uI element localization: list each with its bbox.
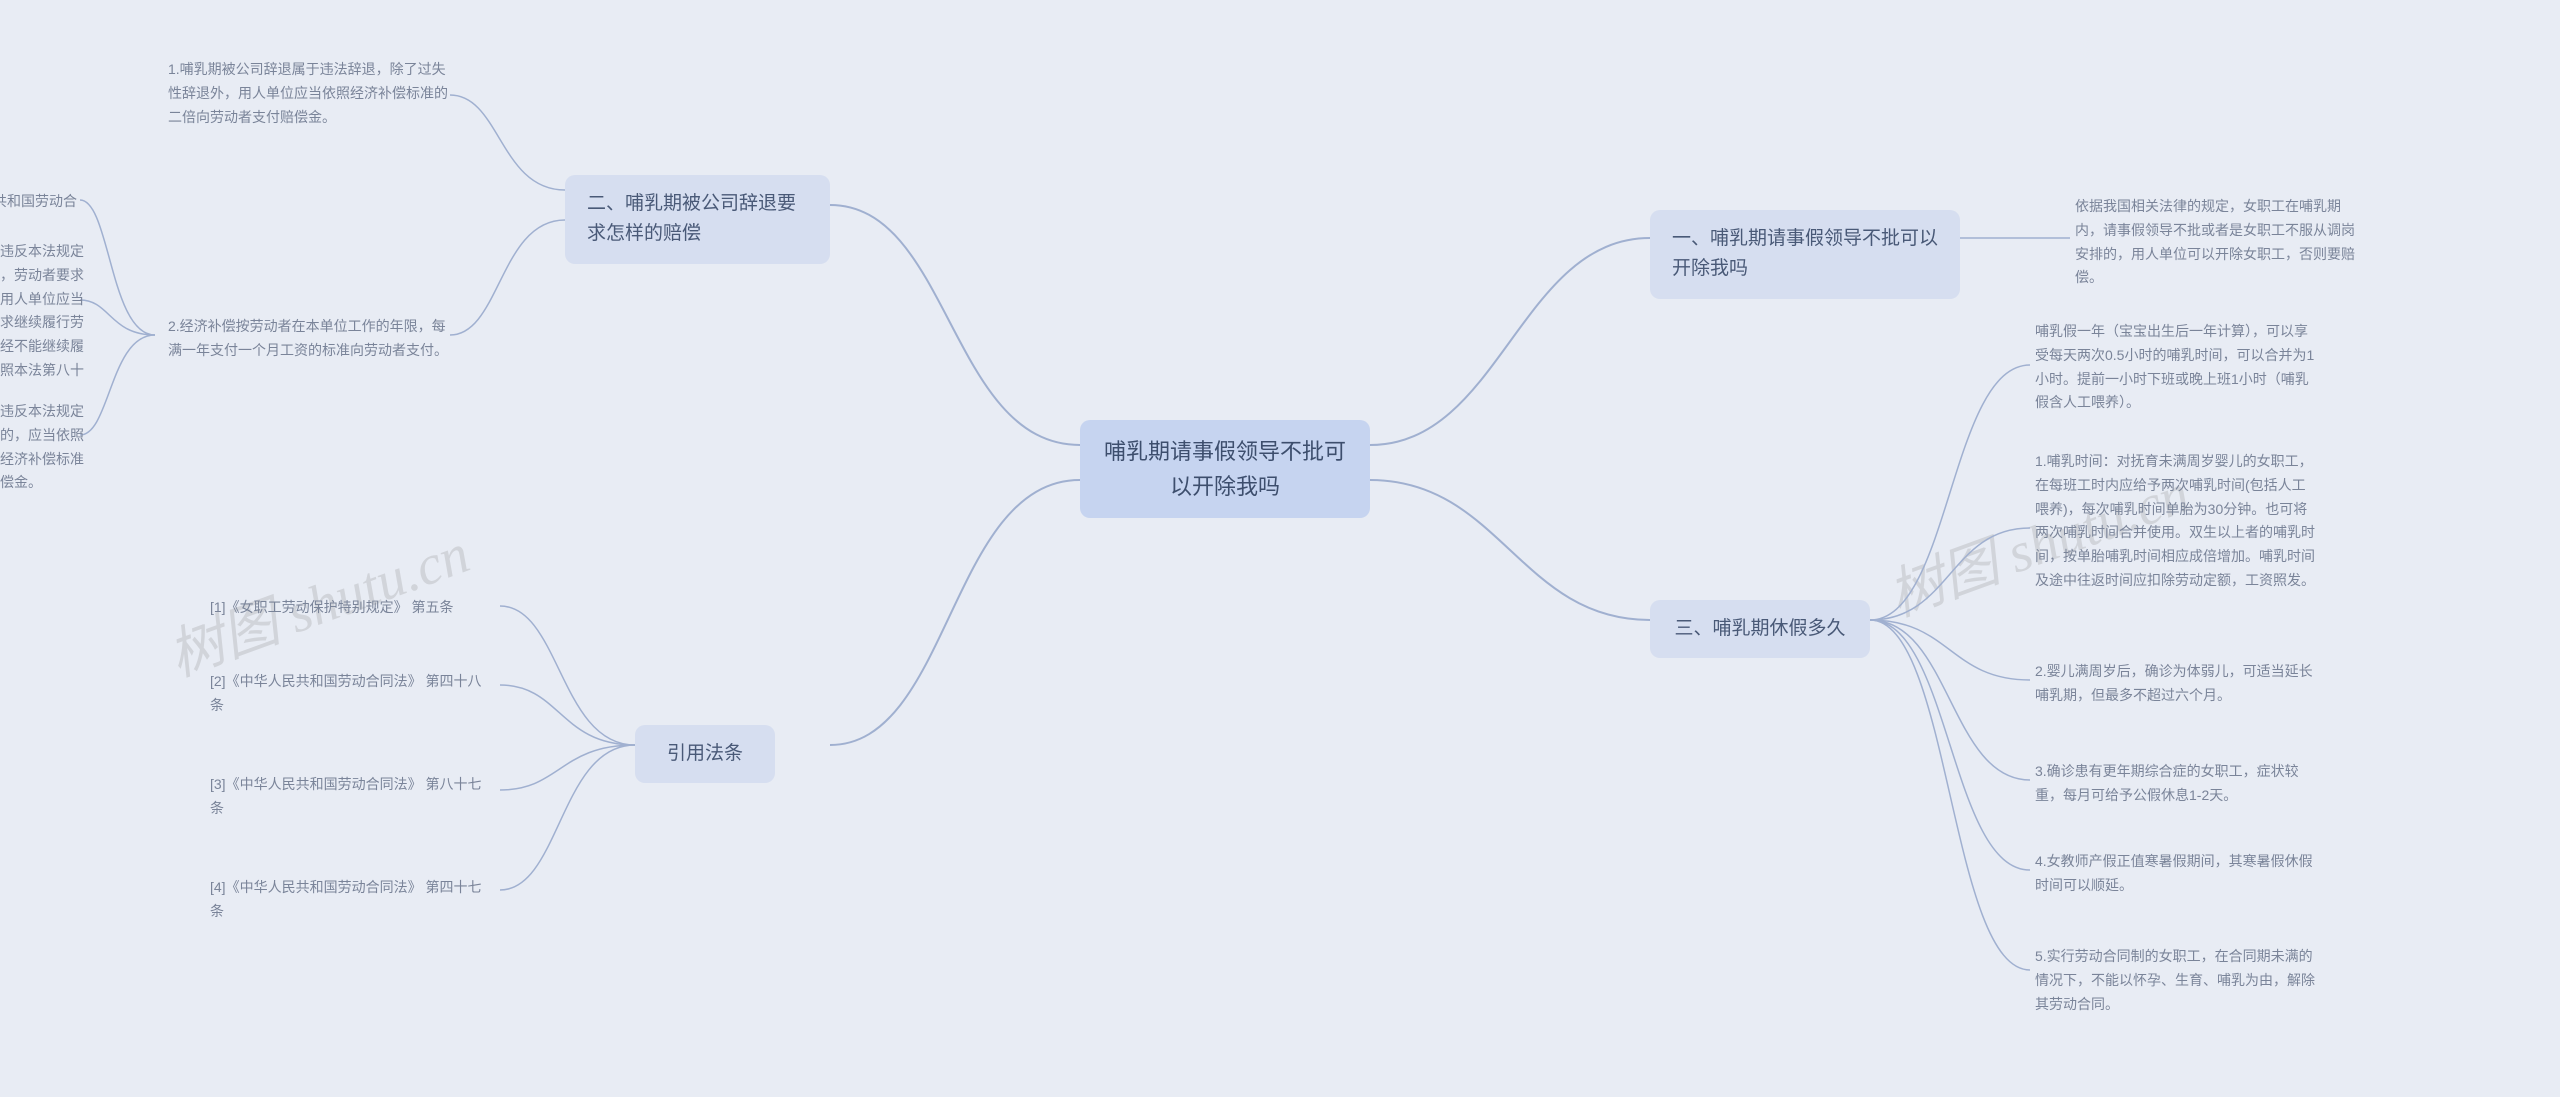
leaf-b4-4: [4]《中华人民共和国劳动合同法》 第四十七条 bbox=[210, 876, 490, 924]
leaf-b2-2-s1: 法律依据：《中华人民共和国劳动合同法》 bbox=[0, 190, 90, 238]
leaf-b3-1: 1.哺乳时间：对抚育未满周岁婴儿的女职工，在每班工时内应给予两次哺乳时间(包括人… bbox=[2035, 450, 2315, 593]
branch-4: 引用法条 bbox=[635, 725, 775, 783]
leaf-b3-2: 2.婴儿满周岁后，确诊为体弱儿，可适当延长哺乳期，但最多不超过六个月。 bbox=[2035, 660, 2315, 708]
branch-2: 二、哺乳期被公司辞退要求怎样的赔偿 bbox=[565, 175, 830, 264]
leaf-b3-3: 3.确诊患有更年期综合症的女职工，症状较重，每月可给予公假休息1-2天。 bbox=[2035, 760, 2315, 808]
leaf-b2-2-s2: 第四十八条，用人单位违反本法规定解除或者终止劳动合同，劳动者要求继续履行劳动合同… bbox=[0, 240, 90, 407]
branch-3: 三、哺乳期休假多久 bbox=[1650, 600, 1870, 658]
leaf-b4-3: [3]《中华人民共和国劳动合同法》 第八十七条 bbox=[210, 773, 490, 821]
leaf-b2-2: 2.经济补偿按劳动者在本单位工作的年限，每满一年支付一个月工资的标准向劳动者支付… bbox=[168, 315, 448, 363]
leaf-b1: 依据我国相关法律的规定，女职工在哺乳期内，请事假领导不批或者是女职工不服从调岗安… bbox=[2075, 195, 2355, 290]
branch-1: 一、哺乳期请事假领导不批可以开除我吗 bbox=[1650, 210, 1960, 299]
leaf-b3-intro: 哺乳假一年（宝宝出生后一年计算），可以享受每天两次0.5小时的哺乳时间，可以合并… bbox=[2035, 320, 2315, 415]
leaf-b3-5: 5.实行劳动合同制的女职工，在合同期未满的情况下，不能以怀孕、生育、哺乳为由，解… bbox=[2035, 945, 2315, 1016]
leaf-b2-2-s3: 第八十七条，用人单位违反本法规定解除或者终止劳动合同的，应当依照本法第四十七条规… bbox=[0, 400, 90, 495]
leaf-b4-1: [1]《女职工劳动保护特别规定》 第五条 bbox=[210, 596, 453, 620]
leaf-b2-1: 1.哺乳期被公司辞退属于违法辞退，除了过失性辞退外，用人单位应当依照经济补偿标准… bbox=[168, 58, 448, 129]
leaf-b3-4: 4.女教师产假正值寒暑假期间，其寒暑假休假时间可以顺延。 bbox=[2035, 850, 2315, 898]
leaf-b4-2: [2]《中华人民共和国劳动合同法》 第四十八条 bbox=[210, 670, 490, 718]
center-node: 哺乳期请事假领导不批可以开除我吗 bbox=[1080, 420, 1370, 518]
